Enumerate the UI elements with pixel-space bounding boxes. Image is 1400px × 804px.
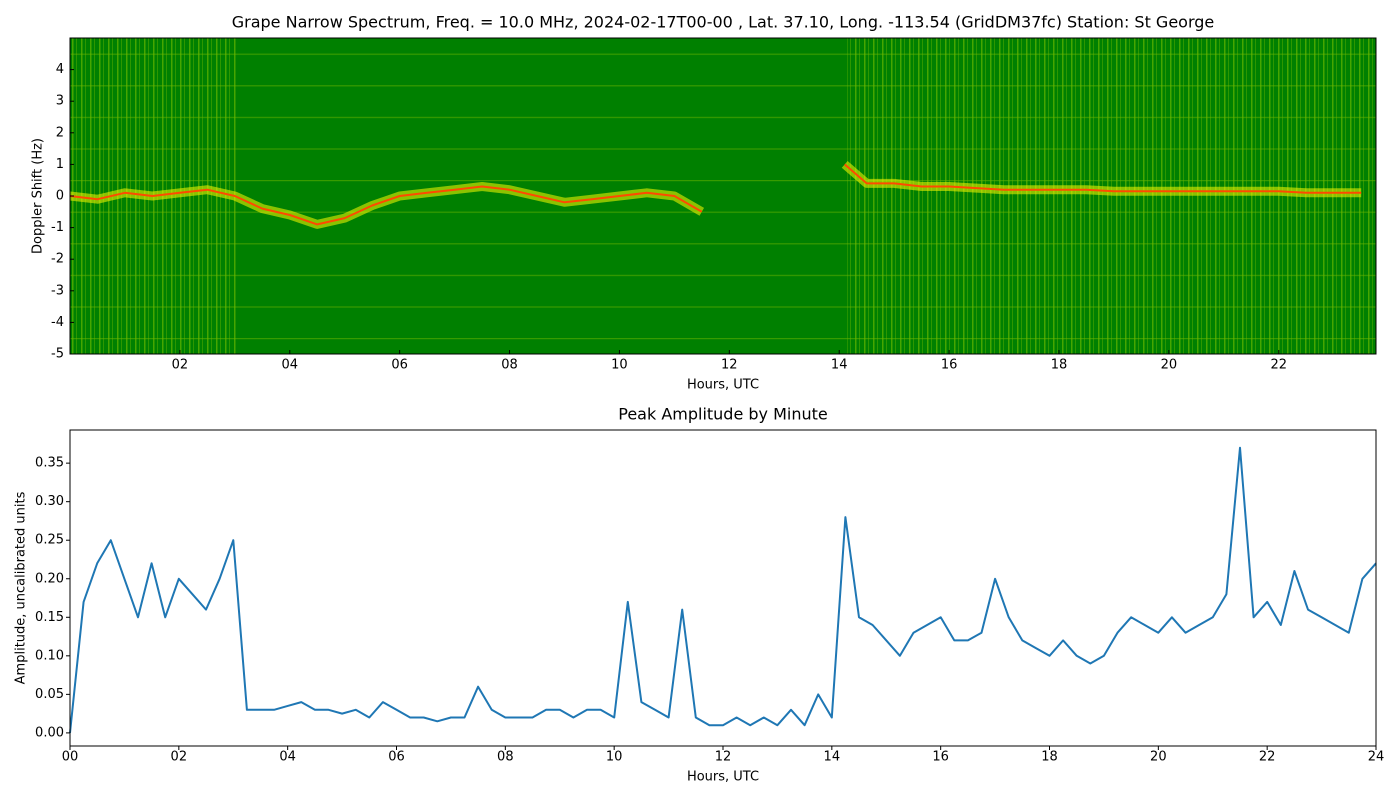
- doppler-trace: [69, 163, 1362, 226]
- y-tick-label: 0: [56, 189, 64, 204]
- x-tick-label: 22: [1270, 358, 1287, 373]
- y-tick-label: -3: [51, 283, 64, 298]
- y-tick-label: 0.00: [35, 725, 64, 740]
- y-tick-label: 0.20: [35, 571, 64, 586]
- x-axis-label: Hours, UTC: [687, 770, 759, 785]
- x-axis-label: Hours, UTC: [687, 378, 759, 393]
- x-tick-label: 20: [1150, 750, 1167, 765]
- x-tick-label: 00: [62, 750, 79, 765]
- x-tick-label: 12: [721, 358, 738, 373]
- x-tick-label: 08: [497, 750, 514, 765]
- x-tick-label: 14: [824, 750, 841, 765]
- y-tick-label: 0.30: [35, 494, 64, 509]
- y-tick-label: 2: [56, 125, 64, 140]
- x-tick-label: 20: [1161, 358, 1178, 373]
- x-tick-label: 10: [606, 750, 623, 765]
- y-tick-label: 0.15: [35, 610, 64, 625]
- x-tick-label: 06: [388, 750, 405, 765]
- y-tick-label: -5: [51, 347, 64, 362]
- y-tick-label: 0.25: [35, 533, 64, 548]
- x-tick-label: 04: [279, 750, 296, 765]
- x-tick-label: 16: [932, 750, 949, 765]
- x-tick-label: 02: [171, 750, 188, 765]
- plot-frame: [69, 429, 1377, 747]
- chart-title: Peak Amplitude by Minute: [618, 405, 828, 424]
- y-tick-label: 3: [56, 94, 64, 109]
- y-axis-label: Amplitude, uncalibrated units: [14, 491, 29, 684]
- x-tick-label: 22: [1259, 750, 1276, 765]
- x-tick-label: 24: [1368, 750, 1385, 765]
- spectrogram-texture: [70, 38, 1376, 354]
- x-tick-label: 04: [281, 358, 298, 373]
- chart-title: Grape Narrow Spectrum, Freq. = 10.0 MHz,…: [232, 13, 1215, 32]
- x-tick-label: 10: [611, 358, 628, 373]
- y-tick-label: 0.10: [35, 648, 64, 663]
- y-tick-label: 4: [56, 62, 64, 77]
- y-tick-label: 0.35: [35, 456, 64, 471]
- x-tick-label: 14: [831, 358, 848, 373]
- x-tick-label: 18: [1051, 358, 1068, 373]
- x-tick-label: 08: [501, 358, 518, 373]
- x-tick-label: 16: [941, 358, 958, 373]
- amplitude-line: [69, 446, 1377, 734]
- y-axis-label: Doppler Shift (Hz): [31, 138, 46, 254]
- x-tick-label: 12: [715, 750, 732, 765]
- y-tick-label: -1: [51, 220, 64, 235]
- y-tick-label: -4: [51, 315, 64, 330]
- x-tick-label: 18: [1041, 750, 1058, 765]
- x-tick-label: 06: [391, 358, 408, 373]
- spectrogram-stripes: [70, 38, 1376, 354]
- y-tick-label: -2: [51, 252, 64, 267]
- x-tick-label: 02: [172, 358, 189, 373]
- y-tick-label: 1: [56, 157, 64, 172]
- y-tick-label: 0.05: [35, 687, 64, 702]
